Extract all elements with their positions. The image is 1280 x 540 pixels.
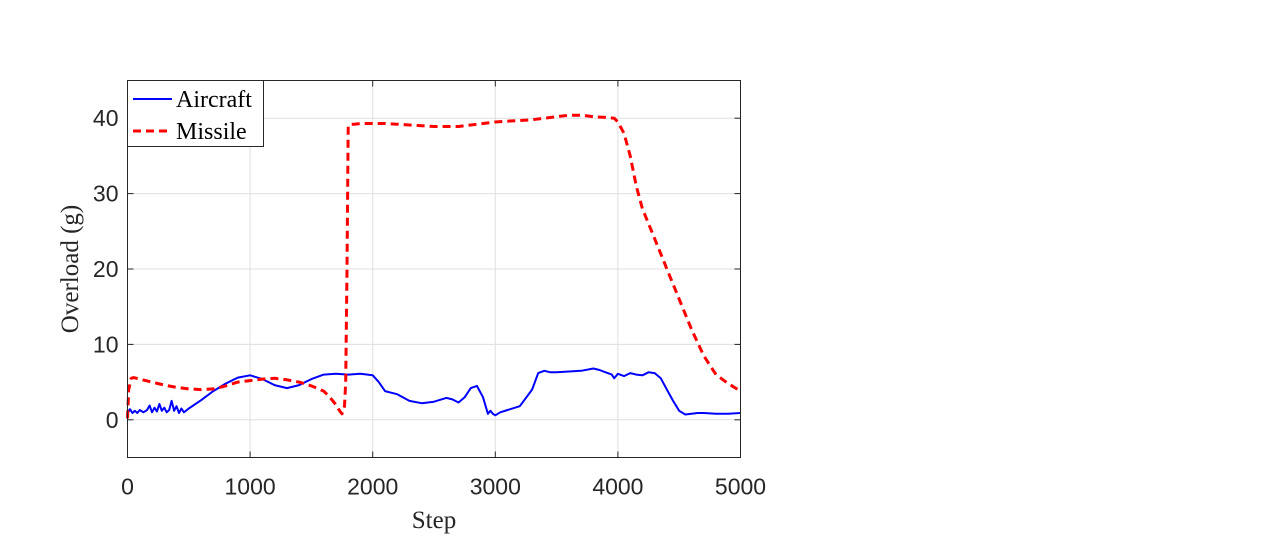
legend-label-missile: Missile bbox=[176, 119, 247, 145]
series-line-aircraft bbox=[126, 367, 741, 417]
y-tick-label: 40 bbox=[93, 105, 119, 131]
x-tick-label: 2000 bbox=[347, 474, 398, 500]
y-tick-label: 20 bbox=[93, 256, 119, 282]
series-line-missile bbox=[126, 113, 742, 419]
y-tick-label: 10 bbox=[93, 331, 119, 357]
x-tick-label: 3000 bbox=[470, 474, 521, 500]
y-tick-label: 0 bbox=[106, 407, 119, 433]
series-lines bbox=[126, 113, 742, 419]
y-tick-label: 30 bbox=[93, 181, 119, 207]
y-axis-label: Overload (g) bbox=[57, 205, 84, 333]
axis-ticks: 0 1000 2000 3000 4000 5000 0 10 20 30 40 bbox=[93, 80, 766, 500]
x-axis-label: Step bbox=[412, 507, 456, 534]
x-tick-label: 4000 bbox=[592, 474, 643, 500]
legend-box bbox=[127, 80, 264, 147]
legend-label-aircraft: Aircraft bbox=[176, 87, 252, 113]
x-tick-label: 1000 bbox=[225, 474, 276, 500]
legend: Aircraft Missile bbox=[127, 80, 264, 147]
grid bbox=[127, 80, 741, 458]
x-tick-label: 0 bbox=[121, 474, 134, 500]
x-tick-label: 5000 bbox=[715, 474, 766, 500]
